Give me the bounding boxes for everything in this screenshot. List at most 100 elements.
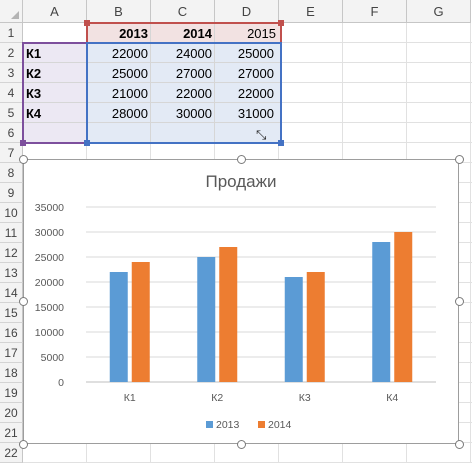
bar-2013-К1[interactable] [109, 272, 128, 382]
value-cell[interactable]: 22000 [111, 45, 148, 61]
value-cell[interactable]: 21000 [111, 85, 148, 101]
bar-2013-К2[interactable] [197, 257, 216, 382]
value-cell[interactable]: 27000 [237, 65, 274, 81]
y-tick-label: 15000 [35, 302, 64, 314]
row-header-14[interactable]: 14 [0, 283, 23, 303]
x-tick-label: К4 [386, 392, 398, 404]
bar-2014-К2[interactable] [219, 247, 238, 382]
y-tick-label: 30000 [35, 227, 64, 239]
bar-2014-К4[interactable] [394, 232, 413, 382]
row-header-9[interactable]: 9 [0, 183, 23, 203]
column-header-d[interactable]: D [215, 0, 279, 23]
bar-2013-К3[interactable] [284, 277, 303, 382]
chart-resize-handle[interactable] [19, 440, 28, 449]
value-cell[interactable]: 25000 [111, 65, 148, 81]
row-label-cell[interactable]: К3 [26, 85, 42, 101]
row-header-1[interactable]: 1 [0, 23, 23, 43]
data-range-fill [87, 43, 281, 143]
legend-swatch-2013 [206, 421, 213, 428]
grid-vline [214, 23, 215, 143]
row-header-18[interactable]: 18 [0, 363, 23, 383]
grid-hline [23, 102, 281, 103]
row-header-7[interactable]: 7 [0, 143, 23, 163]
grid-vline [470, 23, 471, 463]
bar-2014-К1[interactable] [131, 262, 150, 382]
row-header-21[interactable]: 21 [0, 423, 23, 443]
value-cell[interactable]: 22000 [175, 85, 212, 101]
row-label-cell[interactable]: К1 [26, 45, 42, 61]
legend-swatch-2014 [258, 421, 265, 428]
y-tick-label: 5000 [41, 352, 65, 364]
y-tick-label: 25000 [35, 252, 64, 264]
grid-hline [23, 82, 281, 83]
value-cell[interactable]: 31000 [237, 105, 274, 121]
row-label-cell[interactable]: К2 [26, 65, 42, 81]
row-header-22[interactable]: 22 [0, 443, 23, 463]
resize-diagonal-icon: ⤡ [256, 127, 267, 142]
chart-resize-handle[interactable] [455, 155, 464, 164]
chart-resize-handle[interactable] [455, 297, 464, 306]
header-cell-2013[interactable]: 2013 [119, 25, 148, 41]
value-cell[interactable]: 24000 [175, 45, 212, 61]
selection-handle[interactable] [84, 140, 90, 146]
value-cell[interactable]: 28000 [111, 105, 148, 121]
row-header-10[interactable]: 10 [0, 203, 23, 223]
value-cell[interactable]: 27000 [175, 65, 212, 81]
chart-title[interactable]: Продажи [206, 172, 277, 191]
y-tick-label: 20000 [35, 277, 64, 289]
row-header-11[interactable]: 11 [0, 223, 23, 243]
header-range-fill [87, 23, 281, 43]
selection-handle[interactable] [278, 140, 284, 146]
label-range-fill [23, 43, 87, 143]
column-header-b[interactable]: B [87, 0, 151, 23]
row-header-2[interactable]: 2 [0, 43, 23, 63]
bar-2013-К4[interactable] [372, 242, 391, 382]
row-header-20[interactable]: 20 [0, 403, 23, 423]
x-tick-label: К1 [124, 392, 136, 404]
grid-hline [23, 122, 281, 123]
column-header-f[interactable]: F [343, 0, 407, 23]
row-header-3[interactable]: 3 [0, 63, 23, 83]
row-label-cell[interactable]: К4 [26, 105, 42, 121]
column-header-a[interactable]: A [23, 0, 87, 23]
row-header-13[interactable]: 13 [0, 263, 23, 283]
value-cell[interactable]: 30000 [175, 105, 212, 121]
y-tick-label: 10000 [35, 327, 64, 339]
x-tick-label: К3 [299, 392, 311, 404]
y-tick-label: 0 [58, 377, 64, 389]
select-all-corner[interactable] [0, 0, 23, 23]
y-tick-label: 35000 [35, 202, 64, 214]
row-header-4[interactable]: 4 [0, 83, 23, 103]
value-cell[interactable]: 22000 [237, 85, 274, 101]
chart-resize-handle[interactable] [237, 155, 246, 164]
header-cell-2014[interactable]: 2014 [183, 25, 212, 41]
row-header-16[interactable]: 16 [0, 323, 23, 343]
row-header-12[interactable]: 12 [0, 243, 23, 263]
row-header-8[interactable]: 8 [0, 163, 23, 183]
bar-2014-К3[interactable] [306, 272, 325, 382]
header-cell-2015[interactable]: 2015 [247, 25, 276, 41]
chart-resize-handle[interactable] [455, 440, 464, 449]
column-header-c[interactable]: C [151, 0, 215, 23]
chart-resize-handle[interactable] [19, 155, 28, 164]
row-header-17[interactable]: 17 [0, 343, 23, 363]
column-chart: Продажи 0 5000 10000 15000 20000 25000 30000 35… [35, 172, 436, 431]
grid-vline [150, 23, 151, 143]
row-header-15[interactable]: 15 [0, 303, 23, 323]
row-header-5[interactable]: 5 [0, 103, 23, 123]
selection-handle[interactable] [84, 20, 90, 26]
grid-hline [23, 62, 281, 63]
selection-handle[interactable] [20, 140, 26, 146]
row-header-19[interactable]: 19 [0, 383, 23, 403]
column-header-g[interactable]: G [407, 0, 471, 23]
chart-object[interactable]: Продажи 0 5000 10000 15000 20000 25000 30000 35… [23, 159, 459, 444]
chart-resize-handle[interactable] [19, 297, 28, 306]
x-tick-label: К2 [211, 392, 223, 404]
legend-label-2014[interactable]: 2014 [268, 419, 292, 431]
value-cell[interactable]: 25000 [237, 45, 274, 61]
chart-resize-handle[interactable] [237, 440, 246, 449]
legend-label-2013[interactable]: 2013 [216, 419, 240, 431]
column-header-e[interactable]: E [279, 0, 343, 23]
selection-handle[interactable] [278, 20, 284, 26]
